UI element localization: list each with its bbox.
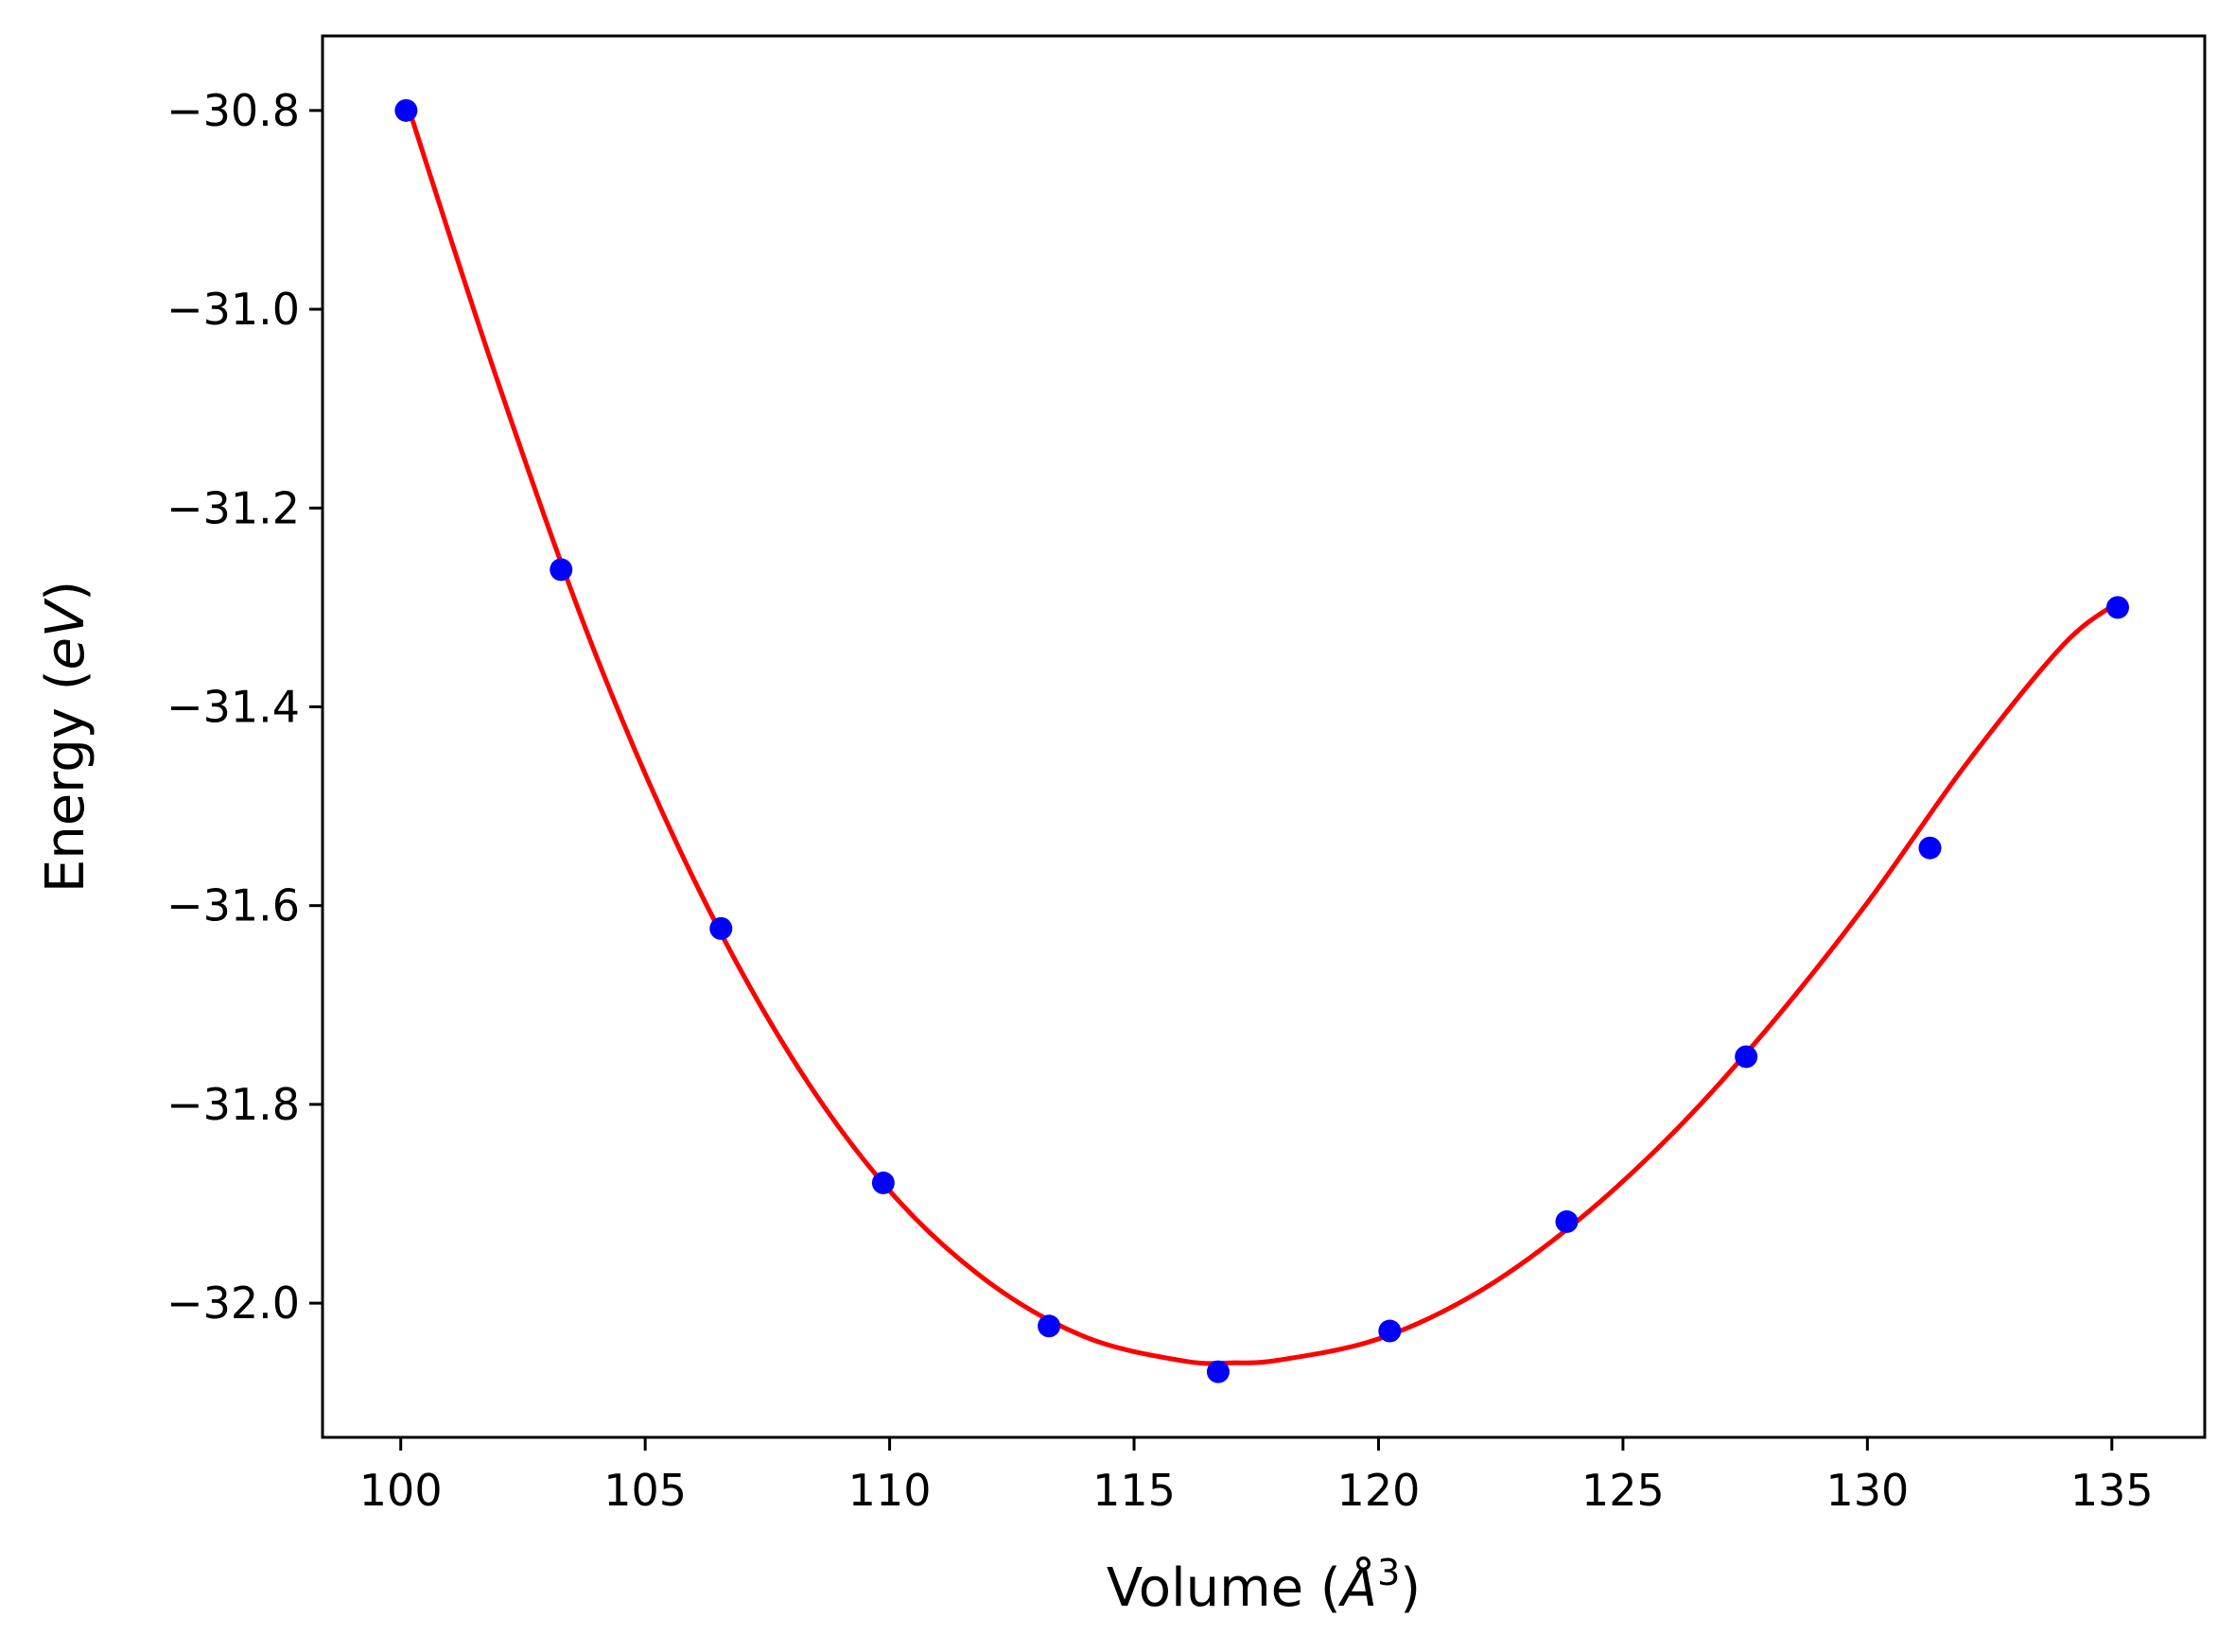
y-tick-label: −31.6 <box>166 880 300 931</box>
axes-frame <box>321 34 2207 1439</box>
x-tick-label: 135 <box>2070 1465 2154 1516</box>
x-axis-label-text: Volume ( <box>1107 1557 1341 1619</box>
y-tick-label: −30.8 <box>166 85 300 136</box>
plot-area <box>394 98 2129 1383</box>
x-axis-label-exponent: 3 <box>1377 1552 1400 1593</box>
y-tick-label: −31.4 <box>166 681 300 732</box>
x-tick-label: 120 <box>1337 1465 1421 1516</box>
x-axis-label-suffix: ) <box>1400 1557 1421 1619</box>
data-point <box>550 558 573 582</box>
data-point <box>2105 596 2129 619</box>
x-axis-label: Volume (Å3) <box>1107 1552 1421 1619</box>
y-tick-label: −31.8 <box>166 1079 300 1130</box>
x-tick-label: 105 <box>603 1465 687 1516</box>
data-point <box>394 98 418 122</box>
data-point <box>1555 1209 1579 1233</box>
data-point <box>709 916 733 940</box>
y-axis: −30.8 −31.0 −31.2 −31.4 −31.6 −31.8 −32.0 <box>166 85 323 1329</box>
x-tick-label: 125 <box>1581 1465 1665 1516</box>
x-tick-label: 115 <box>1092 1465 1176 1516</box>
x-axis: 100 105 110 115 120 125 130 135 <box>359 1437 2154 1516</box>
y-tick-label: −31.2 <box>166 482 300 533</box>
data-point <box>1206 1360 1230 1383</box>
y-axis-label-unit: eV <box>35 598 96 669</box>
y-axis-label: Energy (eV) <box>35 581 96 893</box>
y-tick-label: −31.0 <box>166 284 300 335</box>
data-point <box>871 1171 895 1194</box>
x-tick-label: 110 <box>848 1465 932 1516</box>
x-tick-label: 100 <box>359 1465 443 1516</box>
data-point <box>1918 836 1942 860</box>
x-tick-label: 130 <box>1825 1465 1909 1516</box>
data-point <box>1038 1314 1061 1338</box>
x-axis-label-unit: Å <box>1338 1556 1377 1619</box>
y-axis-label-text: Energy ( <box>35 669 96 893</box>
y-tick-label: −32.0 <box>166 1278 300 1329</box>
data-point <box>1735 1045 1758 1069</box>
data-point <box>1378 1319 1402 1343</box>
y-axis-label-suffix: ) <box>35 581 96 601</box>
